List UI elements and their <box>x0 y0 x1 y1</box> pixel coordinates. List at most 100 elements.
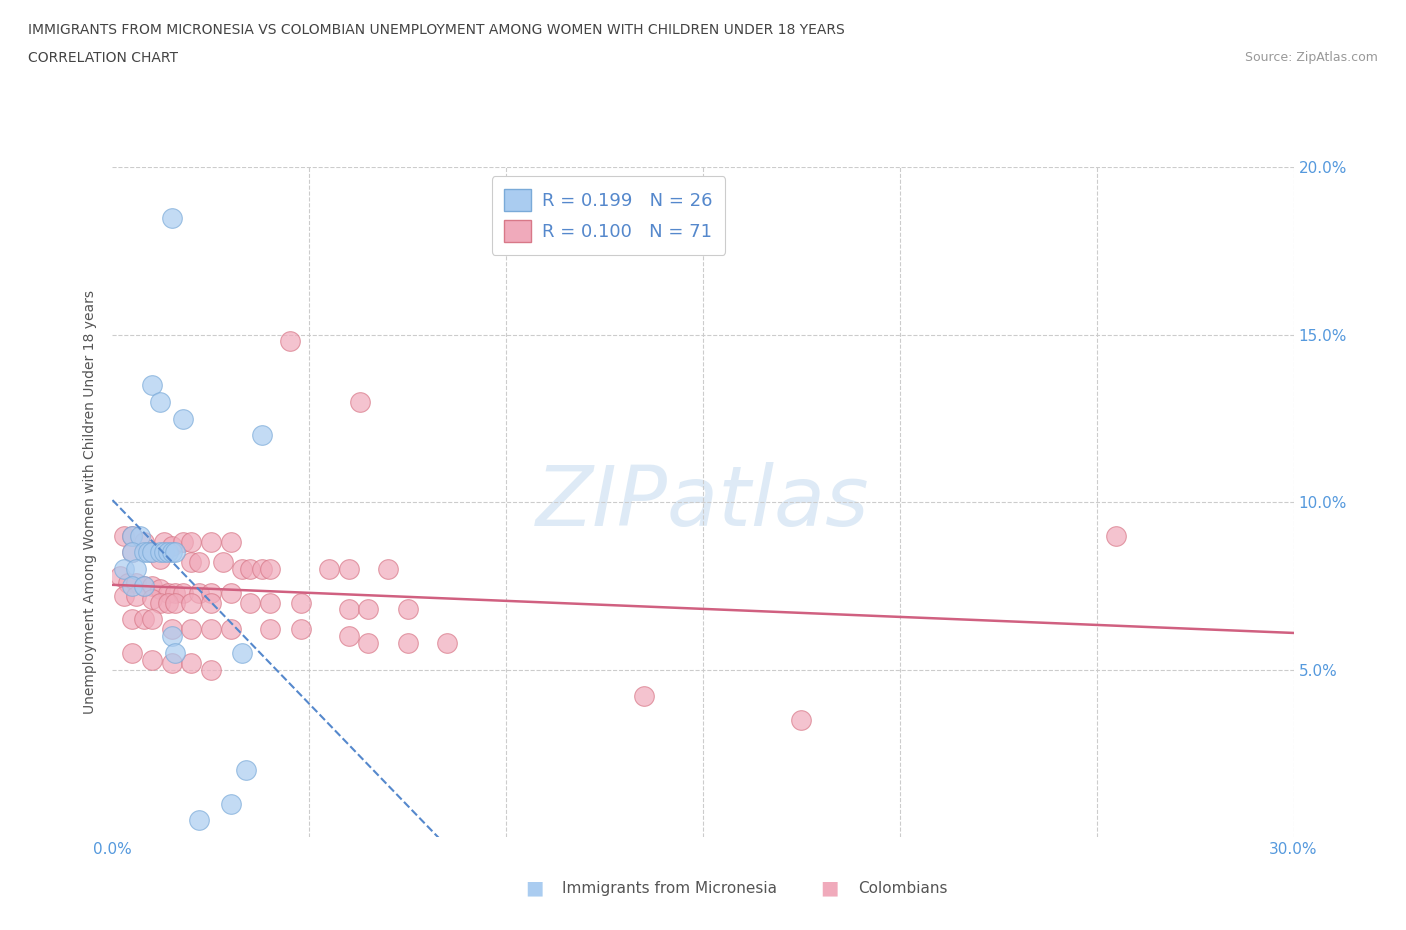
Point <box>200 535 222 550</box>
Point <box>141 378 163 392</box>
Point <box>132 535 155 550</box>
Point <box>141 545 163 560</box>
Point <box>141 652 163 667</box>
Point <box>156 545 179 560</box>
Point <box>121 528 143 543</box>
Point <box>165 645 187 660</box>
Point <box>132 612 155 627</box>
Point <box>152 545 174 560</box>
Point <box>436 635 458 650</box>
Point <box>149 545 172 560</box>
Point <box>219 535 242 550</box>
Point <box>112 589 135 604</box>
Point <box>357 602 380 617</box>
Point <box>235 763 257 777</box>
Point <box>377 562 399 577</box>
Point <box>211 555 233 570</box>
Point <box>156 595 179 610</box>
Point <box>141 591 163 606</box>
Point <box>136 545 159 560</box>
Point <box>219 585 242 600</box>
Point <box>259 562 281 577</box>
Point <box>132 545 155 560</box>
Point <box>318 562 340 577</box>
Point <box>160 545 183 560</box>
Text: Source: ZipAtlas.com: Source: ZipAtlas.com <box>1244 51 1378 64</box>
Point <box>633 689 655 704</box>
Point <box>160 538 183 553</box>
Point <box>180 622 202 637</box>
Point <box>132 578 155 593</box>
Point <box>349 394 371 409</box>
Point <box>337 602 360 617</box>
Point <box>125 562 148 577</box>
Point <box>180 595 202 610</box>
Point <box>1105 528 1128 543</box>
Point <box>152 535 174 550</box>
Y-axis label: Unemployment Among Women with Children Under 18 years: Unemployment Among Women with Children U… <box>83 290 97 714</box>
Point <box>160 656 183 671</box>
Point <box>231 645 253 660</box>
Point <box>200 595 222 610</box>
Point <box>172 585 194 600</box>
Point <box>121 545 143 560</box>
Point <box>141 545 163 560</box>
Point <box>188 813 211 828</box>
Point <box>112 528 135 543</box>
Point <box>290 595 312 610</box>
Point <box>156 585 179 600</box>
Point <box>200 622 222 637</box>
Point <box>160 622 183 637</box>
Point <box>149 582 172 597</box>
Text: Colombians: Colombians <box>858 881 948 896</box>
Point <box>121 578 143 593</box>
Point <box>117 575 139 590</box>
Legend: R = 0.199   N = 26, R = 0.100   N = 71: R = 0.199 N = 26, R = 0.100 N = 71 <box>492 177 725 255</box>
Point <box>149 595 172 610</box>
Point <box>172 535 194 550</box>
Point <box>200 662 222 677</box>
Text: ZIPatlas: ZIPatlas <box>536 461 870 543</box>
Point <box>141 578 163 593</box>
Point <box>132 578 155 593</box>
Text: ■: ■ <box>524 879 544 897</box>
Point <box>200 585 222 600</box>
Point <box>259 622 281 637</box>
Point <box>121 612 143 627</box>
Point <box>188 555 211 570</box>
Point <box>121 545 143 560</box>
Point <box>180 656 202 671</box>
Point <box>239 595 262 610</box>
Point <box>149 394 172 409</box>
Point <box>357 635 380 650</box>
Point <box>239 562 262 577</box>
Point <box>396 602 419 617</box>
Point <box>165 585 187 600</box>
Point <box>219 796 242 811</box>
Point <box>180 555 202 570</box>
Point <box>790 712 813 727</box>
Point <box>125 575 148 590</box>
Point <box>160 629 183 644</box>
Point <box>259 595 281 610</box>
Point <box>160 210 183 225</box>
Point <box>125 589 148 604</box>
Point <box>250 428 273 443</box>
Point <box>121 528 143 543</box>
Point <box>165 545 187 560</box>
Text: ■: ■ <box>820 879 839 897</box>
Point <box>149 551 172 566</box>
Point <box>112 562 135 577</box>
Point <box>290 622 312 637</box>
Point <box>337 629 360 644</box>
Point <box>396 635 419 650</box>
Point <box>129 528 152 543</box>
Point <box>165 595 187 610</box>
Text: Immigrants from Micronesia: Immigrants from Micronesia <box>562 881 778 896</box>
Text: IMMIGRANTS FROM MICRONESIA VS COLOMBIAN UNEMPLOYMENT AMONG WOMEN WITH CHILDREN U: IMMIGRANTS FROM MICRONESIA VS COLOMBIAN … <box>28 23 845 37</box>
Point <box>250 562 273 577</box>
Point <box>278 334 301 349</box>
Point <box>121 645 143 660</box>
Point <box>172 411 194 426</box>
Point <box>188 585 211 600</box>
